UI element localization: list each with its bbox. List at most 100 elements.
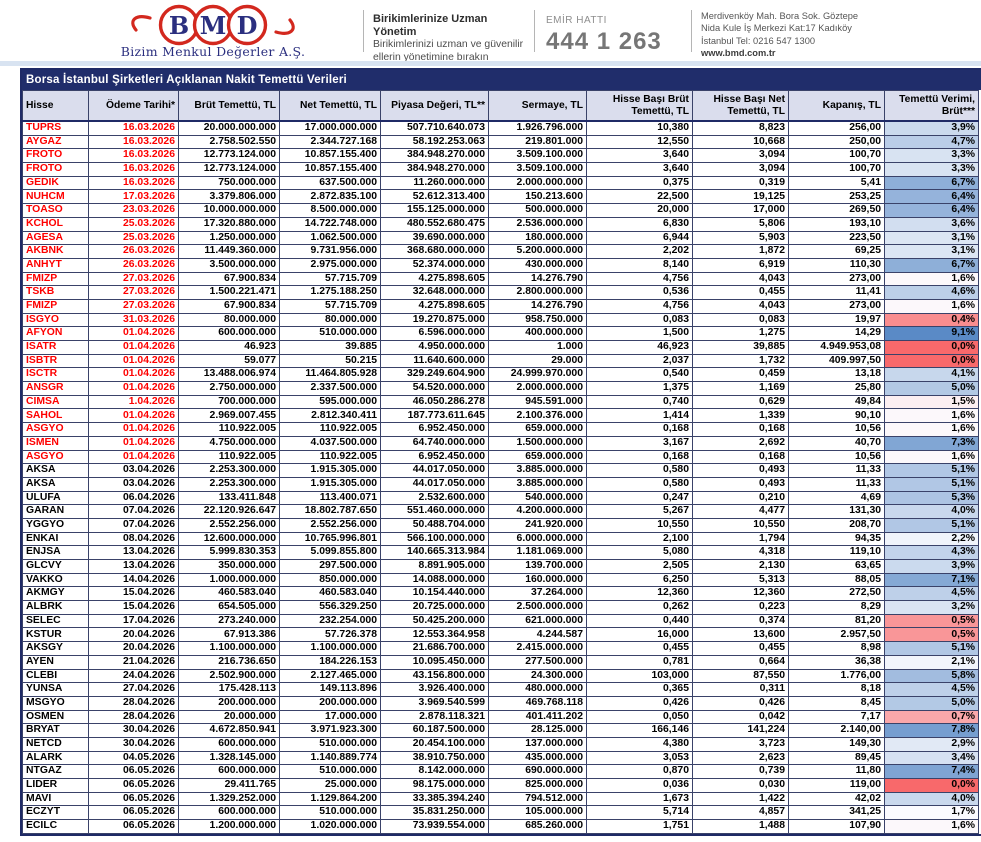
stock-cell: AYEN: [22, 654, 89, 670]
date-cell: 27.03.2026: [88, 285, 179, 300]
gross-dividend-cell: 22.120.926.647: [178, 504, 280, 519]
gross-dividend-cell: 12.600.000.000: [178, 531, 280, 547]
gross-dividend-cell: 20.000.000.000: [178, 120, 280, 136]
net-dps-cell: 3,094: [692, 148, 789, 164]
net-dps-cell: 0,455: [692, 641, 789, 656]
table-row: ISCTR 01.04.2026 13.488.006.974 11.464.805.…: [22, 367, 979, 383]
gross-dividend-cell: 3.500.000.000: [178, 257, 280, 273]
dividend-table: Hisse Ödeme Tarihi* Brüt Temettü, TL Net…: [22, 90, 979, 834]
net-dividend-cell: 25.000.000: [279, 778, 381, 793]
gross-dps-cell: 103,000: [586, 668, 693, 684]
col-header-gross-dps: Hisse Başı Brüt Temettü, TL: [586, 90, 693, 122]
net-dividend-cell: 11.464.805.928: [279, 367, 381, 383]
stock-cell: AKSGY: [22, 641, 89, 656]
table-row: AYEN 21.04.2026 216.736.650 184.226.153 10.0…: [22, 654, 979, 670]
date-cell: 01.04.2026: [88, 381, 179, 396]
capital-cell: 659.000.000: [488, 449, 587, 465]
gross-dps-cell: 20,000: [586, 203, 693, 218]
market-cap-cell: 54.520.000.000: [380, 381, 489, 396]
capital-cell: 180.000.000: [488, 230, 587, 246]
capital-cell: 401.411.202: [488, 709, 587, 725]
net-dps-cell: 5,313: [692, 572, 789, 588]
net-dps-cell: 0,223: [692, 600, 789, 615]
net-dividend-cell: 200.000.000: [279, 695, 381, 711]
stock-cell: MAVI: [22, 791, 89, 807]
gross-dividend-cell: 46.923: [178, 340, 280, 355]
yield-cell: 4,3%: [884, 545, 979, 560]
gross-dividend-cell: 12.773.124.000: [178, 162, 280, 177]
date-cell: 21.04.2026: [88, 654, 179, 670]
market-cap-cell: 140.665.313.984: [380, 545, 489, 560]
date-cell: 06.05.2026: [88, 764, 179, 779]
gross-dividend-cell: 750.000.000: [178, 175, 280, 191]
close-cell: 256,00: [788, 120, 885, 136]
net-dps-cell: 8,823: [692, 120, 789, 136]
stock-cell: ULUFA: [22, 490, 89, 506]
yield-cell: 7,8%: [884, 723, 979, 738]
table-row: SELEC 17.04.2026 273.240.000 232.254.000 50.…: [22, 613, 979, 629]
col-header-net-dividend: Net Temettü, TL: [279, 90, 381, 122]
close-cell: 89,45: [788, 750, 885, 766]
net-dividend-cell: 110.922.005: [279, 449, 381, 465]
capital-cell: 137.000.000: [488, 736, 587, 752]
gross-dividend-cell: 20.000.000: [178, 709, 280, 725]
market-cap-cell: 384.948.270.000: [380, 162, 489, 177]
gross-dividend-cell: 1.250.000.000: [178, 230, 280, 246]
gross-dividend-cell: 110.922.005: [178, 422, 280, 437]
market-cap-cell: 384.948.270.000: [380, 148, 489, 164]
bmd-logo-icon: B M D: [131, 4, 295, 46]
yield-cell: 7,4%: [884, 764, 979, 779]
gross-dps-cell: 6,250: [586, 572, 693, 588]
gross-dividend-cell: 10.000.000.000: [178, 203, 280, 218]
gross-dividend-cell: 175.428.113: [178, 682, 280, 697]
table-row: ALARK 04.05.2026 1.328.145.000 1.140.889.77…: [22, 750, 979, 766]
date-cell: 27.03.2026: [88, 271, 179, 287]
gross-dividend-cell: 600.000.000: [178, 326, 280, 341]
date-cell: 01.04.2026: [88, 449, 179, 465]
close-cell: 100,70: [788, 162, 885, 177]
close-cell: 69,25: [788, 244, 885, 259]
table-row: ISMEN 01.04.2026 4.750.000.000 4.037.500.00…: [22, 435, 979, 451]
logo-letter-b: B: [169, 11, 189, 40]
banner-divider-3: [691, 10, 692, 52]
market-cap-cell: 11.260.000.000: [380, 175, 489, 191]
yield-cell: 5,8%: [884, 668, 979, 684]
net-dividend-cell: 184.226.153: [279, 654, 381, 670]
net-dividend-cell: 110.922.005: [279, 422, 381, 437]
yield-cell: 5,0%: [884, 695, 979, 711]
capital-cell: 945.591.000: [488, 394, 587, 410]
market-cap-cell: 44.017.050.000: [380, 476, 489, 492]
website-link[interactable]: www.bmd.com.tr: [701, 47, 776, 58]
gross-dps-cell: 2,100: [586, 531, 693, 547]
col-header-close: Kapanış, TL: [788, 90, 885, 122]
table-row: CIMSA 1.04.2026 700.000.000 595.000.000 46.0…: [22, 394, 979, 410]
gross-dps-cell: 0,168: [586, 422, 693, 437]
yield-cell: 1,6%: [884, 422, 979, 437]
gross-dps-cell: 0,580: [586, 463, 693, 478]
net-dps-cell: 1,794: [692, 531, 789, 547]
yield-cell: 3,2%: [884, 600, 979, 615]
yield-cell: 1,6%: [884, 298, 979, 314]
net-dividend-cell: 1.020.000.000: [279, 819, 381, 834]
table-row: BRYAT 30.04.2026 4.672.850.941 3.971.923.30…: [22, 723, 979, 738]
table-row: OSMEN 28.04.2026 20.000.000 17.000.000 2.878…: [22, 709, 979, 725]
header-divider-bar: [0, 61, 981, 66]
market-cap-cell: 38.910.750.000: [380, 750, 489, 766]
net-dps-cell: 0,629: [692, 394, 789, 410]
close-cell: 8,18: [788, 682, 885, 697]
table-row: SAHOL 01.04.2026 2.969.007.455 2.812.340.41…: [22, 408, 979, 424]
gross-dividend-cell: 133.411.848: [178, 490, 280, 506]
net-dps-cell: 12,360: [692, 586, 789, 602]
table-row: TSKB 27.03.2026 1.500.221.471 1.275.188.250…: [22, 285, 979, 300]
date-cell: 17.04.2026: [88, 613, 179, 629]
net-dividend-cell: 510.000.000: [279, 736, 381, 752]
gross-dividend-cell: 2.750.000.000: [178, 381, 280, 396]
net-dps-cell: 0,374: [692, 613, 789, 629]
yield-cell: 6,4%: [884, 189, 979, 205]
market-cap-cell: 187.773.611.645: [380, 408, 489, 424]
close-cell: 223,50: [788, 230, 885, 246]
stock-cell: ECZYT: [22, 805, 89, 821]
stock-cell: CLEBI: [22, 668, 89, 684]
net-dps-cell: 1,169: [692, 381, 789, 396]
gross-dividend-cell: 2.253.300.000: [178, 463, 280, 478]
